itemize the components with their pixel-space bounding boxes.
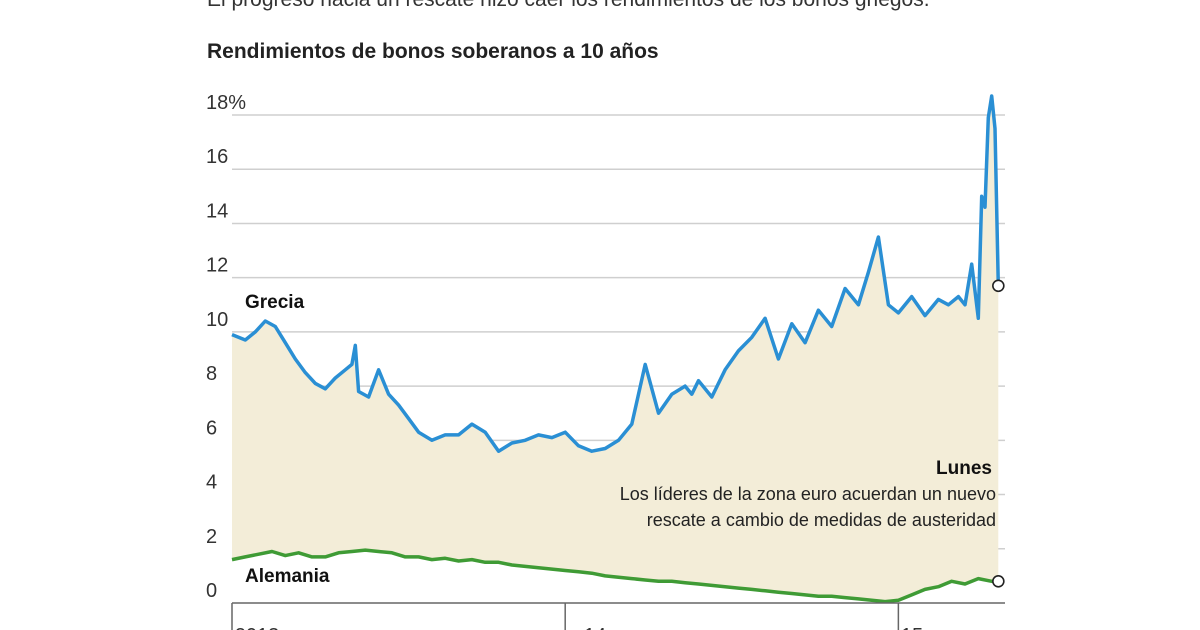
y-tick-label: 10 — [206, 309, 228, 331]
x-axis: 2013 14 15 — [231, 602, 1005, 630]
area-fills — [232, 96, 999, 602]
y-tick-label: 12 — [206, 255, 228, 277]
y-tick-label: 6 — [206, 417, 217, 439]
y-tick-label: 4 — [206, 472, 217, 494]
annotation-title: Lunes — [936, 458, 992, 479]
x-tick-label: 15 — [901, 625, 923, 630]
chart-title: Rendimientos de bonos soberanos a 10 año… — [207, 40, 659, 63]
y-axis-ticks: 0 2 4 6 8 10 12 14 16 18% — [206, 92, 246, 602]
x-tick-label: 14 — [584, 625, 606, 630]
series-label-greece: Grecia — [245, 292, 305, 313]
annotation: Lunes Los líderes de la zona euro acuerd… — [620, 458, 996, 530]
end-marker-germany — [992, 575, 1005, 588]
annotation-line-1: Los líderes de la zona euro acuerdan un … — [620, 484, 996, 504]
y-tick-label: 14 — [206, 200, 228, 222]
y-tick-label: 16 — [206, 146, 228, 168]
area-between-series — [232, 96, 999, 602]
y-tick-label: 8 — [206, 363, 217, 385]
series-lines — [231, 94, 1001, 604]
series-line-greece — [231, 94, 1001, 453]
series-labels: Grecia Alemania — [245, 292, 330, 587]
y-tick-label: 18% — [206, 92, 246, 114]
series-line-germany — [231, 548, 999, 604]
end-markers — [992, 279, 1005, 588]
end-marker-greece — [992, 279, 1005, 293]
x-tick-label: 2013 — [235, 625, 280, 630]
chart-subtitle: El progreso hacia un rescate hizo caer l… — [207, 0, 930, 12]
annotation-line-2: rescate a cambio de medidas de austerida… — [647, 510, 996, 530]
series-label-germany: Alemania — [245, 566, 330, 587]
y-tick-label: 2 — [206, 526, 217, 548]
y-tick-label: 0 — [206, 580, 217, 602]
